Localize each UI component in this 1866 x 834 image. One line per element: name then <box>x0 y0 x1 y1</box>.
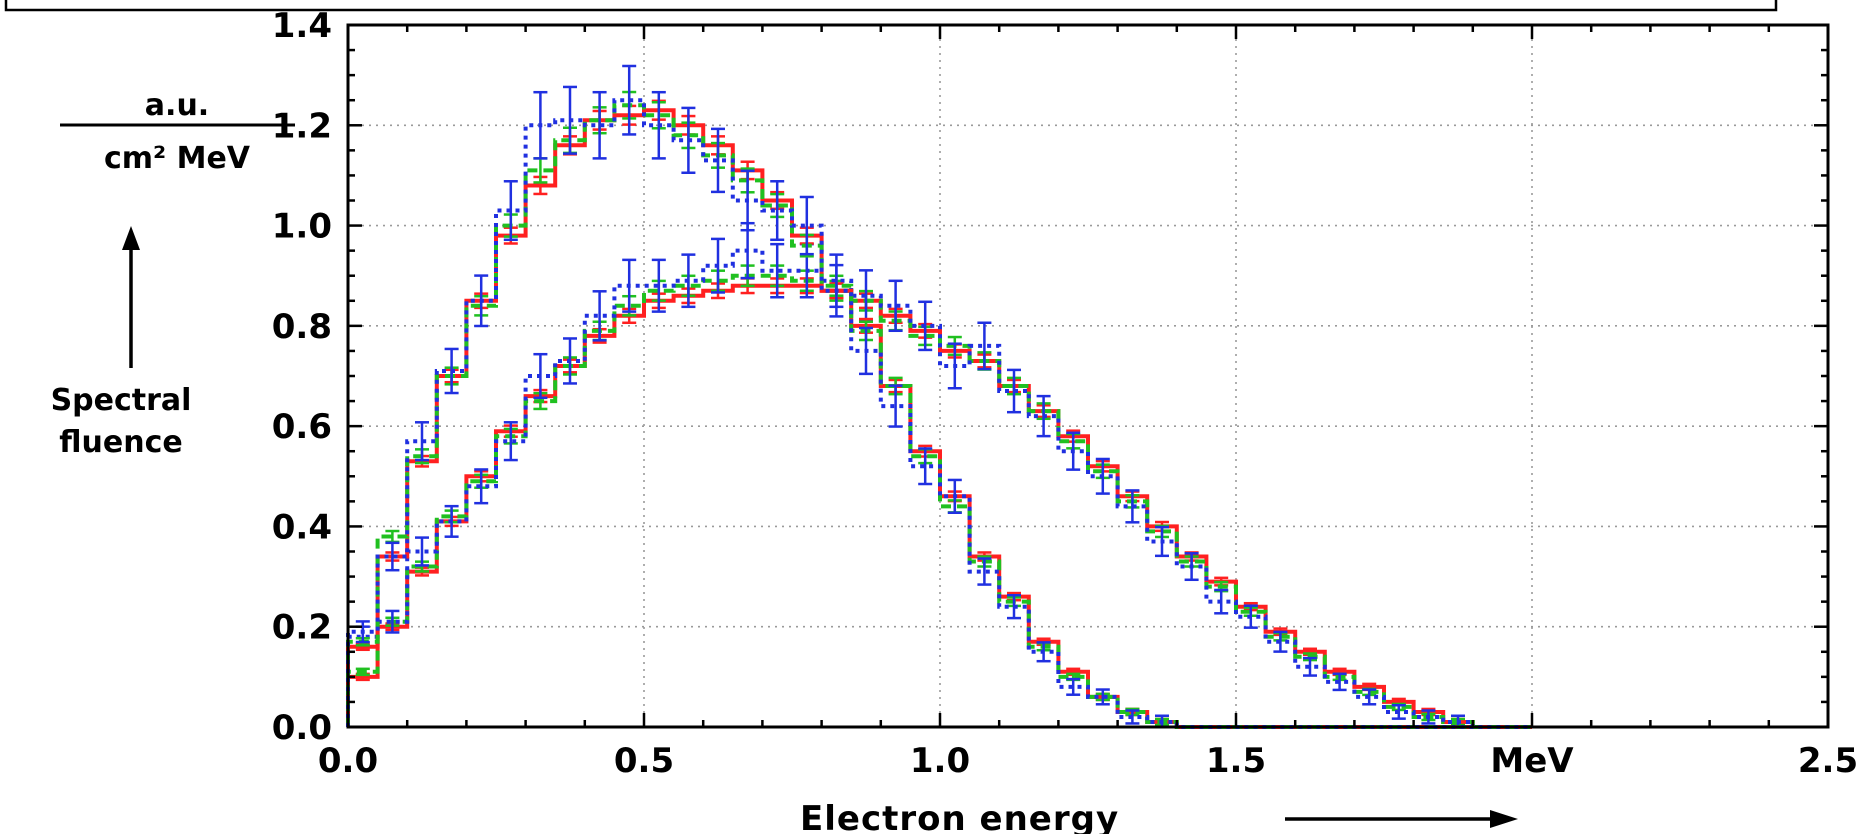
error-bar-g1-s3 <box>592 290 607 342</box>
x-tick-label: MeV <box>1490 741 1574 781</box>
tick-labels: 0.0 0.5 1.0 1.5 MeV 2.5 0.0 0.2 0.4 0.6 0.8 1.0 1.2 1… <box>272 6 1858 781</box>
y-tick-label: 0.8 <box>272 307 332 347</box>
top-frame <box>4 0 1778 12</box>
error-bar-g1-s3 <box>888 279 903 333</box>
error-bar-g2-s3 <box>355 620 370 644</box>
x-tick-label: 0.5 <box>614 741 674 781</box>
error-bar-g2-s3 <box>947 478 962 514</box>
error-bar-g1-s3 <box>681 253 696 309</box>
error-bar-g2-s3 <box>474 274 489 328</box>
error-bar-g2-s3 <box>1125 709 1140 725</box>
error-bar-g2-s3 <box>681 106 696 174</box>
error-bar-g1-s3 <box>770 242 785 299</box>
y-arrow-head <box>122 226 140 250</box>
error-bar-g2-s3 <box>829 263 844 318</box>
error-bar-g1-s3 <box>1303 656 1317 677</box>
y-tick-label: 0.4 <box>272 507 332 547</box>
error-bar-g2-s3 <box>385 541 400 572</box>
error-bar-g1-s3 <box>503 421 518 462</box>
x-tick-label: 1.0 <box>910 741 970 781</box>
series-line-g1-s3 <box>346 248 1532 729</box>
error-bar-g1-s3 <box>711 237 725 294</box>
y-axis-label-line1: Spectral <box>51 383 192 418</box>
error-bar-g2-s3 <box>799 195 814 256</box>
error-bar-g2-s3 <box>711 127 725 194</box>
y-tick-label: 1.4 <box>272 6 332 46</box>
x-tick-label: 1.5 <box>1206 741 1266 781</box>
error-bar-g2-s3 <box>1066 677 1081 696</box>
error-bar-g2-s3 <box>770 180 785 242</box>
error-bar-g1-s3 <box>1391 704 1406 720</box>
error-bar-g1-s3 <box>1273 630 1288 653</box>
series-line-g1-s1 <box>346 283 1532 729</box>
error-bar-g1-s3 <box>918 300 933 352</box>
error-bar-g1-s3 <box>1095 457 1110 495</box>
error-bar-g2-s3 <box>888 384 903 428</box>
grid <box>348 25 1828 727</box>
axes <box>346 23 1830 729</box>
error-bar-g2-s3 <box>1007 593 1021 620</box>
error-bar-g1-s3 <box>1362 688 1377 706</box>
error-bar-g2-s3 <box>592 90 607 160</box>
series-line-g1-s2 <box>346 273 1532 729</box>
error-bar-g1-s2 <box>355 667 370 677</box>
error-bar-g2-s3 <box>651 90 666 160</box>
error-bar-g2-s3 <box>1036 641 1051 663</box>
error-bar-g2-s3 <box>415 421 429 462</box>
y-tick-label: 0.0 <box>272 708 332 748</box>
error-bar-g2-s3 <box>533 90 548 160</box>
error-bar-g1-s3 <box>444 504 459 538</box>
x-axis-label: Electron energy <box>800 799 1119 834</box>
error-bar-g1-s3 <box>385 609 400 634</box>
x-tick-label: 0.0 <box>318 741 378 781</box>
error-bar-g2-s3 <box>622 64 637 136</box>
error-bar-g1-s3 <box>1036 394 1051 438</box>
y-unit-numerator: a.u. <box>145 88 209 123</box>
error-bar-g2-s3 <box>977 557 992 586</box>
error-bar-g1-s3 <box>1066 431 1081 471</box>
error-bar-g1-s3 <box>1243 604 1258 629</box>
x-tick-label: 2.5 <box>1798 741 1858 781</box>
error-bar-g1-s3 <box>1214 588 1229 615</box>
y-tick-label: 1.0 <box>272 207 332 247</box>
error-bar-g2-s3 <box>444 347 459 395</box>
error-bar-g1-s3 <box>1184 552 1199 582</box>
error-bar-g1-s3 <box>474 468 489 505</box>
error-bar-g1-s3 <box>1155 525 1169 558</box>
y-tick-label: 0.2 <box>272 608 332 648</box>
x-arrow-head <box>1490 810 1518 828</box>
error-bar-g1-s3 <box>533 352 548 400</box>
error-bar-g2-s3 <box>918 447 933 486</box>
error-bar-g2-s3 <box>1095 688 1110 706</box>
error-bar-g1-s3 <box>1007 368 1021 414</box>
error-bar-g1-s3 <box>977 321 992 371</box>
error-bar-g2-s3 <box>503 180 518 242</box>
y-axis-label-line2: fluence <box>59 425 182 460</box>
error-bar-g1-s3 <box>1421 709 1436 725</box>
error-bar-g2-s3 <box>740 169 755 232</box>
y-tick-label: 0.6 <box>272 407 332 447</box>
error-bar-g1-s3 <box>1332 672 1347 692</box>
error-bar-g1-s3 <box>1125 489 1140 524</box>
error-bar-g1-s3 <box>415 536 429 567</box>
error-bar-g1-s3 <box>651 258 666 313</box>
error-bar-g1-s3 <box>622 258 637 313</box>
y-unit-denominator: cm² MeV <box>104 141 251 176</box>
error-bar-g1-s3 <box>563 337 577 385</box>
error-bar-g2-s3 <box>859 326 873 376</box>
error-bar-g1-s3 <box>947 342 962 390</box>
error-bar-g2-s3 <box>563 85 577 155</box>
y-tick-label: 1.2 <box>272 106 332 146</box>
